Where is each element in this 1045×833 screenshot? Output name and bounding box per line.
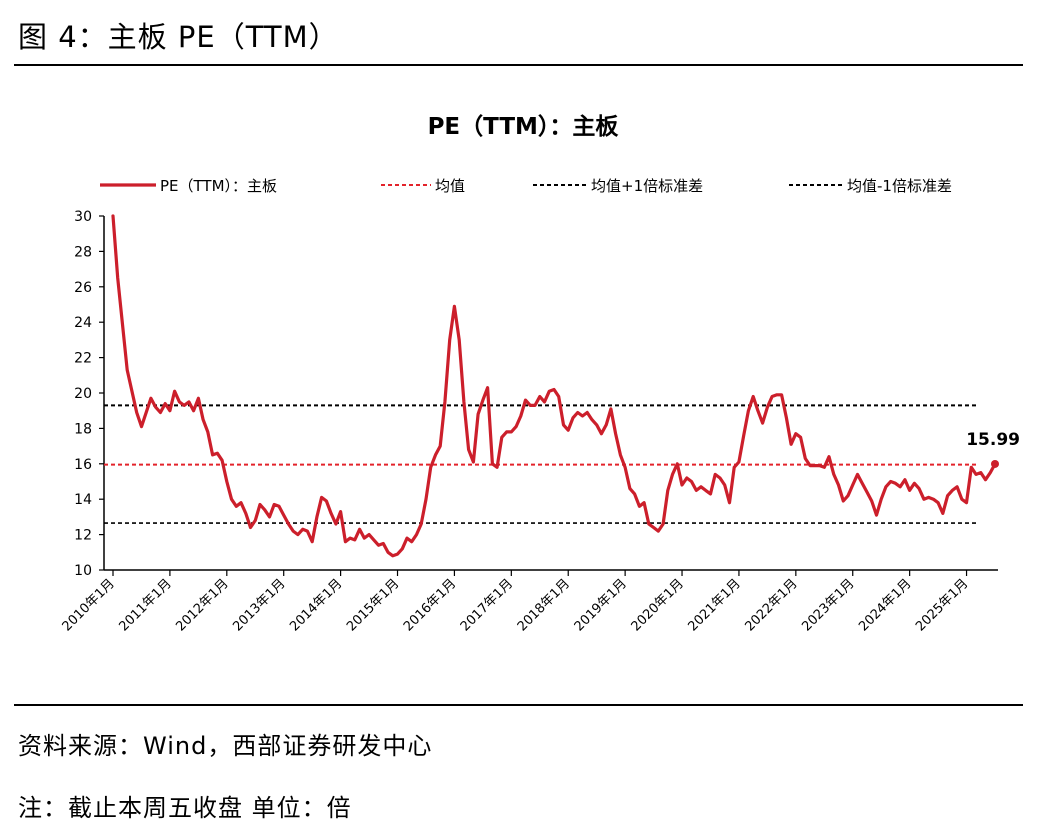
x-tick-label: 2019年1月 xyxy=(572,576,630,634)
y-tick-label: 14 xyxy=(74,492,92,508)
x-tick-label: 2010年1月 xyxy=(60,576,118,634)
figure-title: 图 4：主板 PE（TTM） xyxy=(18,20,339,54)
axes: 10 12 14 16 18 20 22 24 26 28 30 2010年1月2011年1月2012… xyxy=(60,209,998,634)
y-tick-label: 16 xyxy=(74,457,92,473)
data-labels: 15.99 xyxy=(966,430,1020,450)
legend-label: PE（TTM）：主板 xyxy=(160,177,277,195)
series-group xyxy=(111,214,999,558)
y-tick-label: 22 xyxy=(74,351,92,367)
x-tick-label: 2011年1月 xyxy=(116,576,174,634)
x-tick-label: 2013年1月 xyxy=(230,576,288,634)
x-tick-label: 2021年1月 xyxy=(686,576,744,634)
top-divider xyxy=(14,64,1023,66)
legend-label: 均值 xyxy=(435,177,465,195)
x-tick-label: 2023年1月 xyxy=(799,576,857,634)
legend-item: 均值 xyxy=(381,177,465,195)
unit-note: 注：截止本周五收盘 单位：倍 xyxy=(18,794,352,822)
x-tick-label: 2017年1月 xyxy=(458,576,516,634)
y-tick-label: 10 xyxy=(74,563,92,579)
pe-series-line xyxy=(111,214,997,558)
bottom-divider xyxy=(14,704,1023,706)
last-point xyxy=(991,459,999,468)
x-tick-label: 2018年1月 xyxy=(515,576,573,634)
x-tick-label: 2025年1月 xyxy=(913,576,971,634)
source-note: 资料来源：Wind，西部证券研发中心 xyxy=(18,732,433,760)
x-tick-label: 2014年1月 xyxy=(287,576,345,634)
y-tick-label: 12 xyxy=(74,528,92,544)
chart-title: PE（TTM）：主板 xyxy=(428,113,620,140)
legend-label: 均值-1倍标准差 xyxy=(847,177,952,195)
x-tick-label: 2024年1月 xyxy=(856,576,914,634)
legend-item: 均值+1倍标准差 xyxy=(533,177,703,195)
y-tick-label: 18 xyxy=(74,421,92,437)
y-tick-label: 28 xyxy=(74,244,92,260)
x-tick-label: 2015年1月 xyxy=(344,576,402,634)
y-tick-label: 26 xyxy=(74,280,92,296)
legend-label: 均值+1倍标准差 xyxy=(591,177,703,195)
last-value-label: 15.99 xyxy=(966,430,1020,450)
x-tick-label: 2016年1月 xyxy=(401,576,459,634)
y-tick-label: 20 xyxy=(74,386,92,402)
legend-item: 均值-1倍标准差 xyxy=(789,177,952,195)
x-tick-label: 2020年1月 xyxy=(629,576,687,634)
legend-item: PE（TTM）：主板 xyxy=(100,177,277,195)
y-tick-label: 30 xyxy=(74,209,92,225)
legend: PE（TTM）：主板 均值 均值+1倍标准差 均值-1倍标准差 xyxy=(100,177,952,195)
x-tick-label: 2022年1月 xyxy=(742,576,800,634)
y-tick-label: 24 xyxy=(74,315,92,331)
x-tick-label: 2012年1月 xyxy=(173,576,231,634)
